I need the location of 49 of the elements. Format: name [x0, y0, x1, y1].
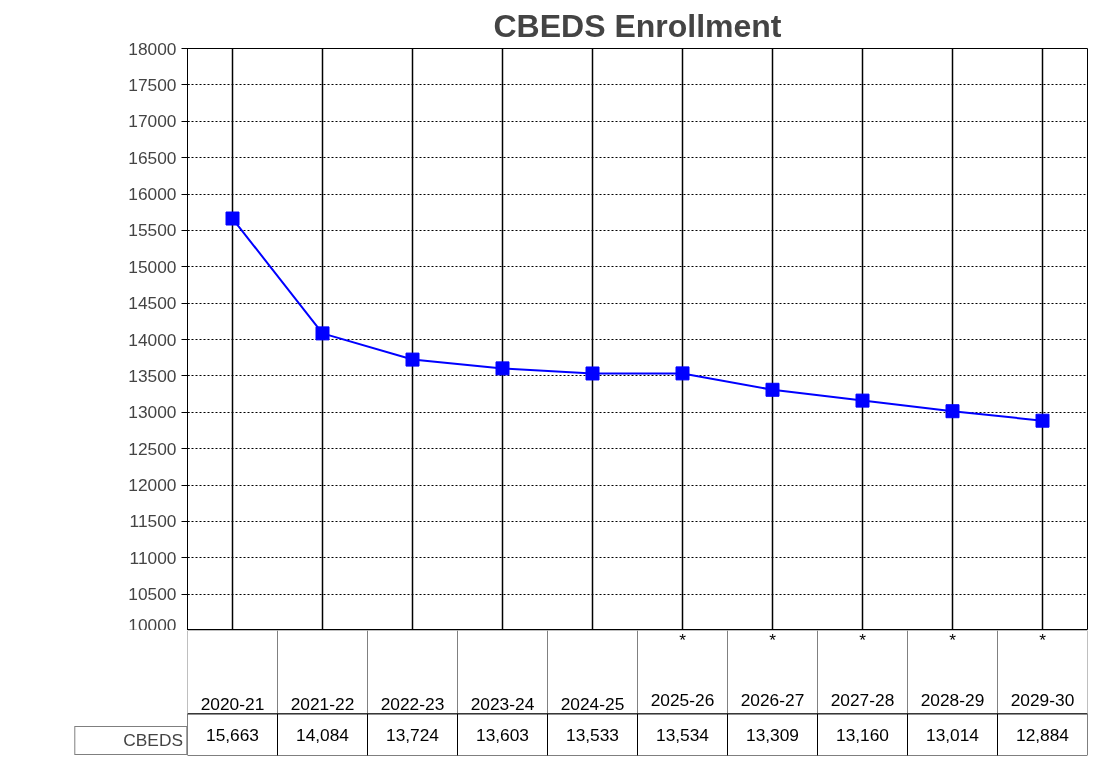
- data-label: 13,160: [836, 724, 889, 745]
- y-tick-label: 10000: [128, 614, 177, 635]
- y-tick-label: 16000: [128, 184, 177, 204]
- category-label: * 2027-28: [830, 629, 895, 710]
- category-label: * 2026-27: [740, 629, 805, 710]
- x-tick-label: 2022-23: [380, 693, 445, 714]
- y-tick-label: 15000: [128, 256, 177, 277]
- point: [405, 352, 420, 367]
- x-tick-label: 2023-24: [470, 693, 535, 714]
- y-tick-label: 13000: [128, 402, 177, 423]
- y-tick-label: 12500: [128, 438, 177, 459]
- point: [1035, 413, 1050, 428]
- data-label: 12,884: [1016, 724, 1070, 745]
- point: [765, 382, 780, 397]
- data-label: 13,724: [386, 724, 440, 745]
- y-tick-label: 17500: [128, 74, 177, 95]
- point: [585, 366, 600, 381]
- x-tick-label: 2020-21: [200, 693, 265, 714]
- y-tick-label: 14000: [128, 329, 177, 350]
- y-tick-label: 18000: [128, 38, 177, 59]
- data-label: 13,533: [566, 724, 619, 745]
- data-label: 13,309: [746, 724, 799, 745]
- data-label: 13,014: [926, 724, 980, 745]
- x-tick-label: 2024-25: [560, 693, 625, 714]
- point: [495, 361, 510, 376]
- data-label: 13,603: [476, 724, 529, 745]
- category-label: * 2025-26: [650, 629, 715, 710]
- y-tick-label: 13500: [128, 365, 177, 386]
- data-label: 15,663: [206, 724, 259, 745]
- y-tick-label: 10500: [128, 584, 177, 605]
- point: [675, 366, 690, 381]
- text: CBEDS: [123, 730, 183, 751]
- category-label: * 2029-30: [1010, 629, 1075, 710]
- y-tick-label: 11000: [129, 547, 177, 568]
- y-tick-label: 14500: [128, 293, 177, 314]
- y-tick-label: 15500: [128, 220, 177, 241]
- x-tick-label: 2021-22: [290, 693, 355, 714]
- data-label: 13,534: [656, 724, 710, 745]
- point: [225, 211, 240, 226]
- point: [855, 393, 870, 408]
- y-tick-label: 16500: [128, 147, 177, 168]
- y-tick-label: 17000: [128, 111, 177, 132]
- y-tick-label: 12000: [128, 475, 177, 495]
- y-tick-label: 11500: [129, 511, 177, 532]
- chart-title: CBEDS Enrollment: [493, 7, 782, 44]
- point: [945, 404, 960, 419]
- category-label: * 2028-29: [920, 629, 985, 710]
- point: [315, 326, 330, 341]
- data-label: 14,084: [296, 724, 350, 745]
